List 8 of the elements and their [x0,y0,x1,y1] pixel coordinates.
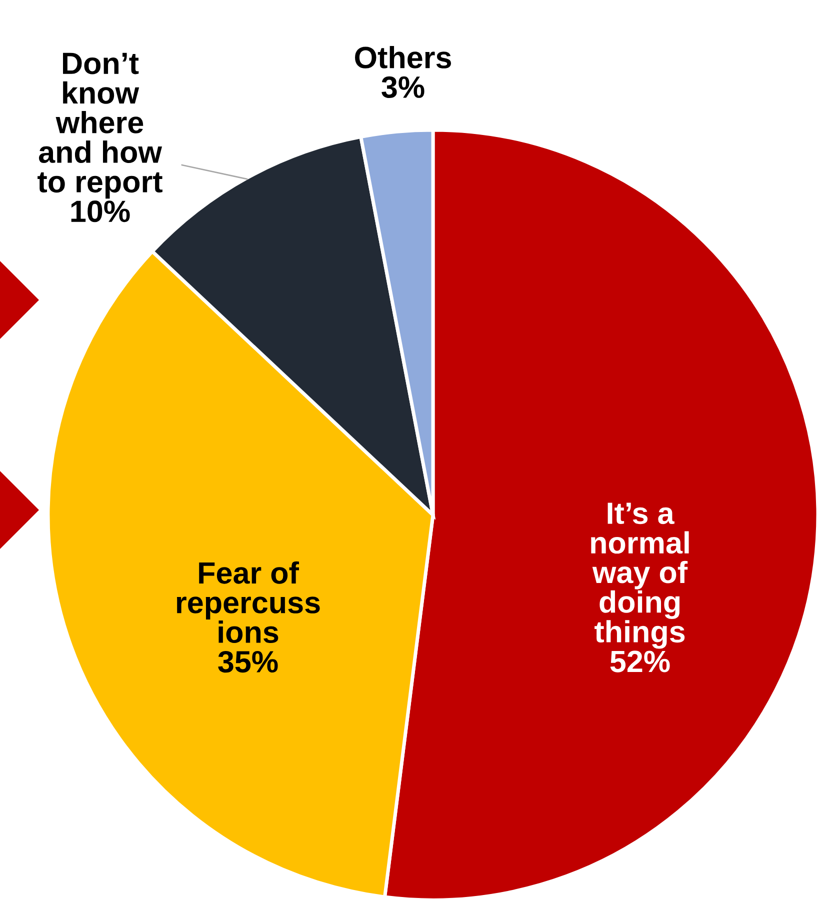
slice-label: Fear of repercuss ions [176,561,320,643]
slice-label: It’s a normal way of doing things [591,502,689,649]
data-label: 35% [218,650,278,673]
slice-label: Others [355,46,451,68]
data-label: 3% [382,76,424,98]
data-label: 10% [71,200,130,222]
data-label: 52% [610,650,670,672]
slice-label: Don’t know where and how to report [38,52,162,199]
